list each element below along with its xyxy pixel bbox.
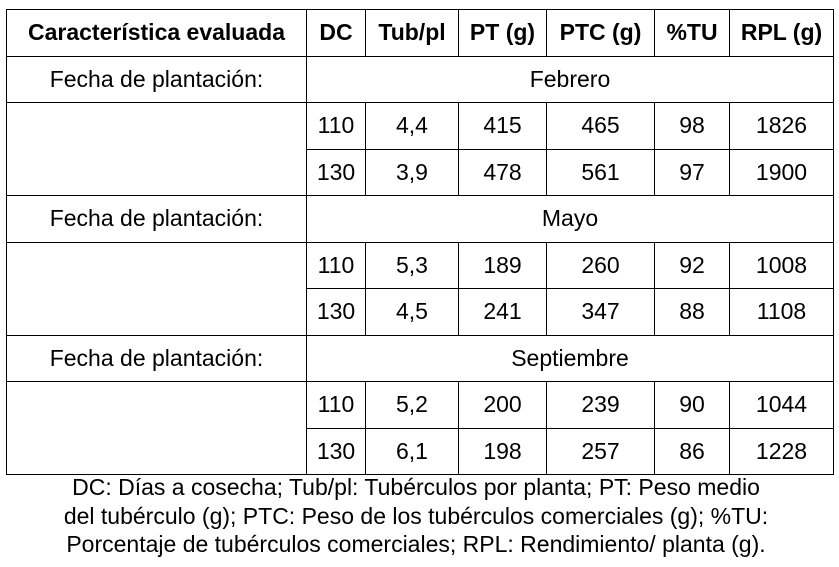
planting-month: Febrero (306, 55, 834, 103)
cell-ptc: 257 (546, 427, 655, 475)
cell-dc: 110 (306, 241, 366, 289)
header-pt: PT (g) (458, 9, 547, 57)
header-rpl: RPL (g) (729, 9, 834, 57)
planting-date-label: Fecha de plantación: (6, 334, 307, 382)
blank-cell (6, 102, 307, 196)
planting-date-label: Fecha de plantación: (6, 55, 307, 103)
planting-month: Septiembre (306, 334, 834, 382)
cell-tu: 86 (654, 427, 730, 475)
table-row: 130 6,1 198 257 86 1228 (7, 427, 834, 475)
cell-pt: 415 (458, 102, 547, 150)
cell-tubpl: 4,4 (365, 102, 459, 150)
cell-ptc: 260 (546, 241, 655, 289)
planting-date-label: Fecha de plantación: (6, 195, 307, 243)
cell-dc: 130 (306, 427, 366, 475)
cell-pt: 200 (458, 381, 547, 429)
cell-tubpl: 6,1 (365, 427, 459, 475)
cell-pt: 189 (458, 241, 547, 289)
header-caracteristica: Característica evaluada (6, 9, 307, 57)
header-row: Característica evaluada DC Tub/pl PT (g)… (6, 9, 834, 57)
cell-pt: 241 (458, 288, 547, 336)
group-label-row: Fecha de plantación: Febrero (6, 55, 834, 103)
table-row: 110 4,4 415 465 98 1826 (6, 102, 834, 196)
cell-tu: 92 (654, 241, 730, 289)
footnote-line: Porcentaje de tubérculos comerciales; RP… (66, 531, 766, 557)
cell-tu: 97 (654, 148, 730, 196)
cell-ptc: 465 (546, 102, 655, 150)
cell-dc: 110 (306, 102, 366, 150)
cell-tubpl: 5,3 (365, 241, 459, 289)
cell-dc: 130 (306, 288, 366, 336)
cell-dc: 130 (306, 148, 366, 196)
group-label-row: Fecha de plantación: Septiembre (6, 334, 834, 382)
cell-tubpl: 5,2 (365, 381, 459, 429)
table-row: 130 4,5 241 347 88 1108 (7, 288, 834, 336)
cell-tu: 98 (654, 102, 730, 150)
table-row: 110 5,2 200 239 90 1044 (6, 381, 834, 475)
blank-cell (6, 241, 307, 336)
header-tu: %TU (654, 9, 730, 57)
header-ptc: PTC (g) (546, 9, 655, 57)
cell-tubpl: 4,5 (365, 288, 459, 336)
cell-ptc: 561 (546, 148, 655, 196)
blank-cell (6, 381, 307, 475)
footnote-line: DC: Días a cosecha; Tub/pl: Tubérculos p… (72, 474, 760, 500)
planting-month: Mayo (306, 195, 834, 243)
cell-rpl: 1044 (729, 381, 834, 429)
cell-ptc: 239 (546, 381, 655, 429)
cell-rpl: 1228 (729, 427, 834, 475)
cell-tu: 88 (654, 288, 730, 336)
cell-ptc: 347 (546, 288, 655, 336)
group-label-row: Fecha de plantación: Mayo (6, 195, 834, 243)
cell-rpl: 1900 (729, 148, 834, 196)
cell-rpl: 1108 (729, 288, 834, 336)
cell-pt: 198 (458, 427, 547, 475)
cell-dc: 110 (306, 381, 366, 429)
cell-rpl: 1008 (729, 241, 834, 289)
cell-tu: 90 (654, 381, 730, 429)
data-table: Característica evaluada DC Tub/pl PT (g)… (6, 9, 834, 475)
cell-tubpl: 3,9 (365, 148, 459, 196)
table-footnote: DC: Días a cosecha; Tub/pl: Tubérculos p… (6, 473, 826, 559)
cell-rpl: 1826 (729, 102, 834, 150)
footnote-line: del tubérculo (g); PTC: Peso de los tubé… (63, 502, 769, 529)
header-dc: DC (306, 9, 366, 57)
header-tubpl: Tub/pl (365, 9, 459, 57)
cell-pt: 478 (458, 148, 547, 196)
table-row: 110 5,3 189 260 92 1008 (6, 241, 834, 336)
